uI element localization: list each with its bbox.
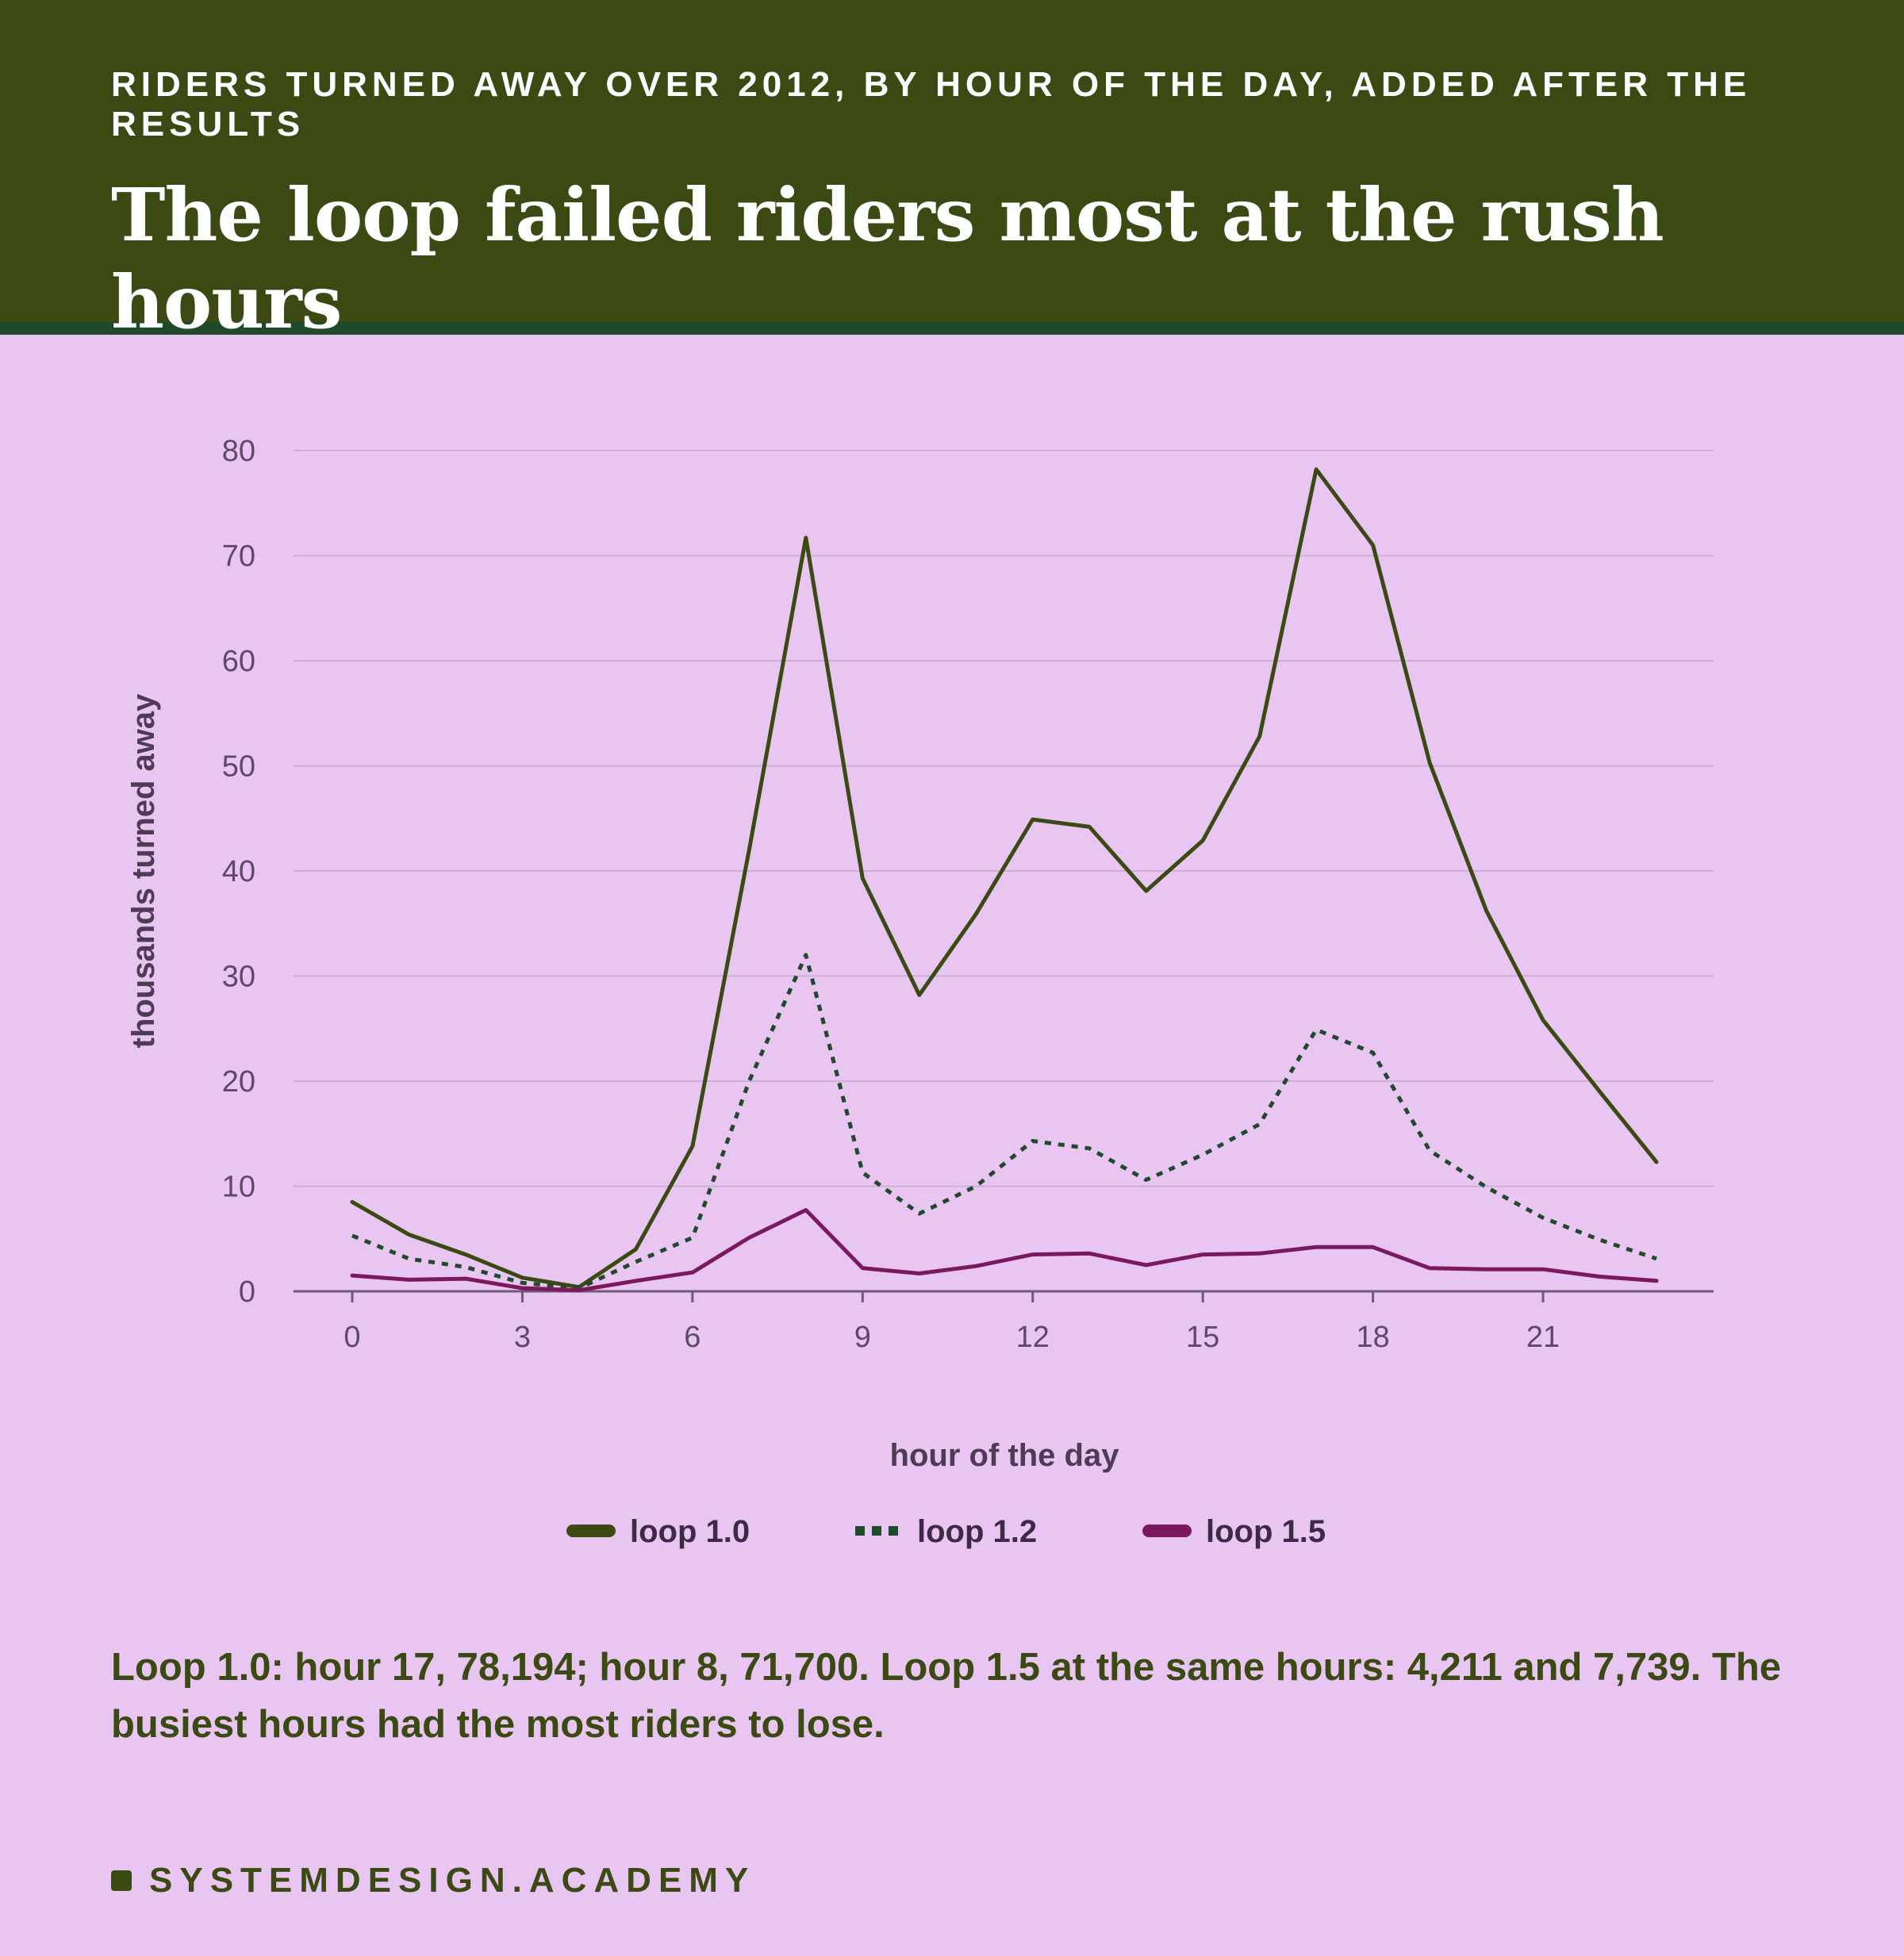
- legend-label: loop 1.5: [1206, 1514, 1326, 1549]
- x-tick-label: 9: [854, 1321, 871, 1354]
- x-tick-label: 18: [1356, 1321, 1389, 1354]
- x-tick-label: 3: [514, 1321, 531, 1354]
- chart-kicker: Riders turned away over 2012, by hour of…: [111, 65, 1752, 144]
- x-tick-label: 12: [1016, 1321, 1050, 1354]
- y-tick-label: 50: [222, 750, 255, 784]
- footer-brand: SYSTEMDESIGN.ACADEMY: [111, 1861, 755, 1900]
- y-tick-label: 0: [239, 1275, 255, 1309]
- x-tick-label: 6: [684, 1321, 701, 1354]
- series-line: [350, 467, 1659, 1290]
- series-line: [351, 953, 1657, 1291]
- y-tick-label: 60: [222, 645, 255, 678]
- series-lines: [350, 467, 1659, 1293]
- y-axis-ticks: 0 10 20 30 40 50 60 70 80: [222, 435, 255, 1309]
- y-axis-title: thousands turned away: [126, 693, 161, 1048]
- brand-label: SYSTEMDESIGN.ACADEMY: [149, 1861, 756, 1900]
- x-tick-label: 21: [1526, 1321, 1560, 1354]
- legend-label: loop 1.0: [630, 1514, 750, 1549]
- legend: loop 1.0 loop 1.2 loop 1.5: [566, 1514, 1326, 1549]
- square-icon: [111, 1870, 132, 1891]
- y-tick-label: 80: [222, 435, 255, 468]
- y-tick-label: 20: [222, 1065, 255, 1099]
- grid-lines: [294, 450, 1714, 1187]
- chart-title: The loop failed riders most at the rush …: [111, 172, 1664, 345]
- header-banner: Riders turned away over 2012, by hour of…: [0, 0, 1904, 345]
- y-tick-label: 10: [222, 1171, 255, 1204]
- x-axis-title: hour of the day: [890, 1438, 1120, 1473]
- series-line: [350, 1208, 1659, 1293]
- chart-caption: Loop 1.0: hour 17, 78,194; hour 8, 71,70…: [111, 1646, 1782, 1746]
- x-tick-label: 0: [344, 1321, 360, 1354]
- x-tick-label: 15: [1186, 1321, 1219, 1354]
- y-tick-label: 70: [222, 540, 255, 573]
- legend-label: loop 1.2: [917, 1514, 1037, 1549]
- x-axis-ticks: 0 3 6 9 12 15 18 21: [344, 1291, 1560, 1354]
- y-tick-label: 40: [222, 855, 255, 888]
- line-chart: 0 10 20 30 40 50 60 70 80 0 3 6 9 12 15 18 21 thousands…: [126, 435, 1714, 1549]
- y-tick-label: 30: [222, 961, 255, 994]
